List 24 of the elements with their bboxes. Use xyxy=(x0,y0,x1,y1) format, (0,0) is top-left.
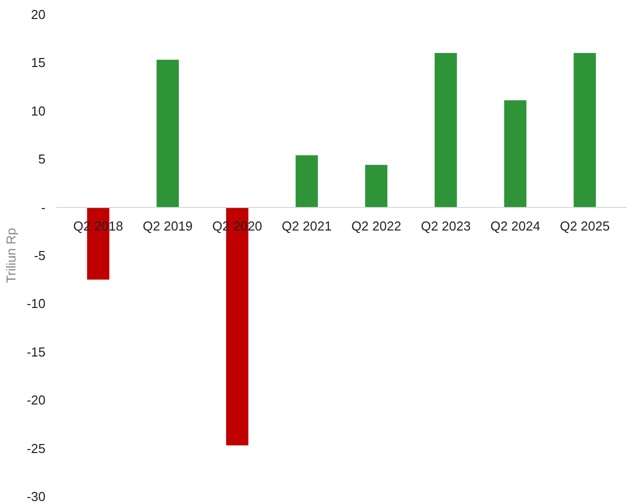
y-tick-label: -20 xyxy=(26,392,46,408)
y-tick-label: - xyxy=(41,200,46,215)
y-tick-label: -15 xyxy=(26,344,46,360)
y-tick-label: -30 xyxy=(26,489,46,504)
x-tick-label: Q2 2019 xyxy=(142,218,193,234)
x-tick-label: Q2 2022 xyxy=(351,218,402,234)
bar xyxy=(365,164,388,208)
bar xyxy=(574,53,596,208)
x-tick-label: Q2 2025 xyxy=(560,218,610,234)
y-tick-label: -5 xyxy=(34,248,46,263)
y-tick-label: 10 xyxy=(31,103,46,118)
y-tick-label: 5 xyxy=(38,152,46,167)
x-tick-label: Q2 2023 xyxy=(420,218,471,234)
y-axis-title: Triliun Rp xyxy=(4,228,19,284)
x-tick-label: Q2 2021 xyxy=(282,218,332,234)
x-tick-label: Q2 2024 xyxy=(490,218,540,234)
bar xyxy=(296,155,318,208)
y-tick-label: 20 xyxy=(31,7,46,22)
bar xyxy=(156,60,179,208)
bar xyxy=(504,100,526,208)
bar xyxy=(434,53,457,208)
y-tick-label: -10 xyxy=(26,296,46,312)
y-tick-label: 15 xyxy=(31,55,46,70)
y-tick-label: -25 xyxy=(26,440,46,456)
